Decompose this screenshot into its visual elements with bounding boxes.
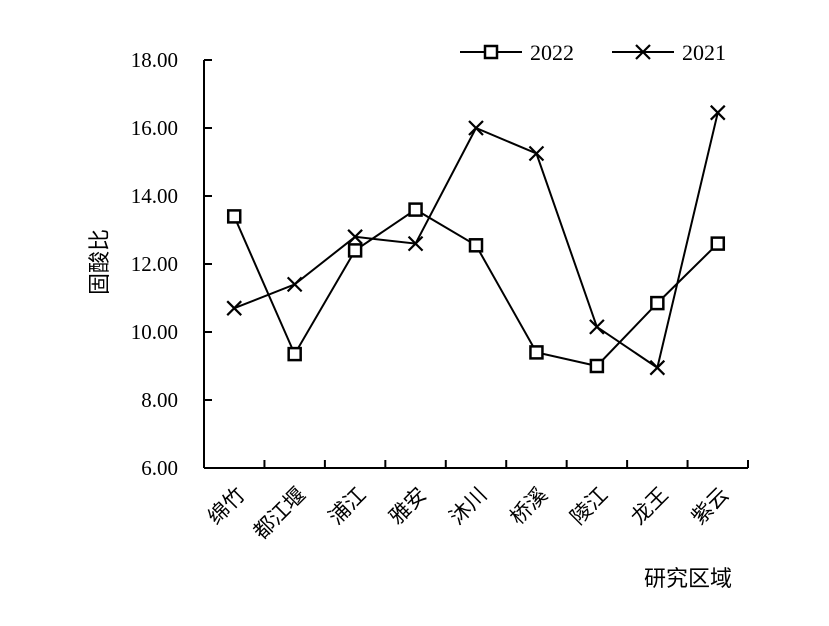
x-axis-title: 研究区域: [644, 566, 732, 591]
y-tick-label: 6.00: [141, 456, 178, 480]
x-category-label: 陵江: [566, 483, 613, 530]
data-point-2022: [347, 243, 363, 258]
y-tick-label: 16.00: [131, 116, 178, 140]
data-point-2022: [408, 202, 423, 217]
data-point-2021: [468, 120, 484, 136]
series-line-2022: [233, 208, 719, 368]
data-point-2022: [710, 236, 726, 251]
data-point-2022: [287, 346, 302, 362]
series-2022: [226, 202, 726, 374]
data-point-2021: [347, 229, 363, 245]
y-tick-label: 8.00: [141, 388, 178, 412]
legend-entry-2021: 2021: [612, 40, 726, 65]
data-point-2021: [589, 319, 605, 335]
data-point-2022: [650, 295, 665, 311]
data-point-2021: [528, 145, 545, 162]
legend-entry-2022: 2022: [460, 40, 574, 65]
x-category-label: 雅安: [384, 483, 431, 530]
x-category-label: 紫云: [687, 483, 734, 530]
data-point-2021: [286, 276, 303, 293]
x-category-label: 龙王: [626, 483, 673, 530]
x-category-label: 浦江: [324, 483, 371, 530]
y-tick-label: 14.00: [131, 184, 178, 208]
x-category-label: 都江堰: [249, 483, 311, 545]
x-category-label: 桥溪: [505, 483, 552, 530]
legend: 2022 2021: [460, 40, 726, 65]
x-category-label: 沐川: [445, 483, 492, 530]
data-point-2021: [226, 300, 242, 316]
series-2021: [226, 104, 726, 376]
y-tick-label: 10.00: [131, 320, 178, 344]
legend-marker: [635, 44, 651, 60]
y-axis-title: 固酸比: [87, 229, 112, 295]
y-axis-ticks: 6.00 8.00 10.00 12.00 14.00 16.00 18.00: [131, 48, 212, 480]
data-point-2022: [226, 209, 242, 224]
legend-label: 2022: [530, 40, 574, 65]
legend-label: 2021: [682, 40, 726, 65]
legend-marker: [483, 44, 499, 60]
data-point-2022: [529, 345, 544, 360]
data-point-2021: [710, 104, 726, 121]
series-layer: [226, 104, 726, 376]
data-point-2022: [468, 238, 484, 253]
x-category-label: 绵竹: [203, 483, 250, 530]
axes: [203, 60, 748, 469]
y-tick-label: 18.00: [131, 48, 178, 72]
data-point-2021: [407, 235, 424, 252]
data-point-2022: [589, 358, 605, 374]
y-tick-label: 12.00: [131, 252, 178, 276]
data-point-2021: [649, 359, 666, 376]
